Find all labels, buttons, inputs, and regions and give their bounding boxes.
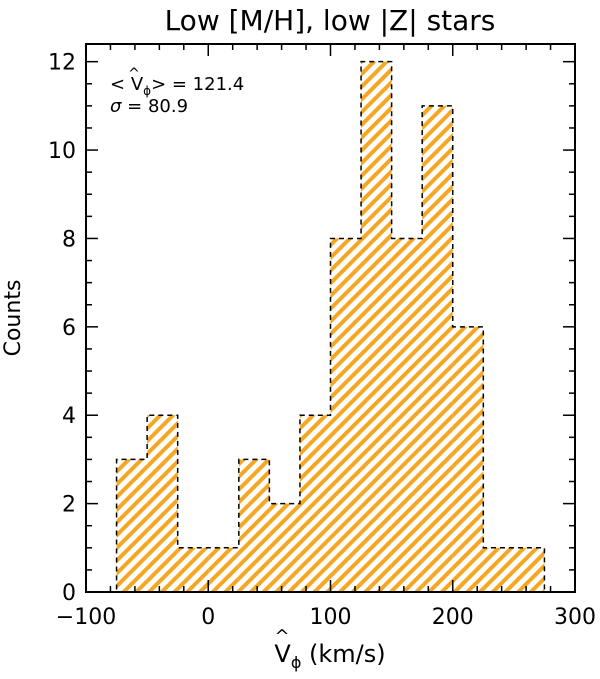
histogram-bar-8 xyxy=(361,61,392,592)
mean-close: > = 121.4 xyxy=(151,74,244,95)
histogram-bar-6 xyxy=(299,415,331,592)
y-tick-label: 10 xyxy=(48,139,76,164)
chart-title: Low [M/H], low |Z| stars xyxy=(165,4,496,37)
mean-annotation-hat: ^ xyxy=(128,66,140,82)
sigma-value: = 80.9 xyxy=(121,96,188,117)
x-tick-label: 0 xyxy=(201,605,215,630)
histogram-bar-0 xyxy=(116,459,148,592)
histogram-bar-4 xyxy=(238,459,270,592)
y-tick-label: 0 xyxy=(62,581,76,606)
histogram-bar-12 xyxy=(483,547,514,592)
mean-annotation: < Vϕ> = 121.4 xyxy=(110,74,244,98)
x-tick-label: 200 xyxy=(432,605,474,630)
histogram-bar-2 xyxy=(177,547,209,592)
x-axis-label: Vϕ (km/s) xyxy=(274,640,385,672)
mean-sub: ϕ xyxy=(143,84,151,98)
histogram-bar-3 xyxy=(208,547,239,592)
y-tick-label: 12 xyxy=(48,51,76,76)
mean-label: V xyxy=(131,74,144,95)
histogram-bars xyxy=(116,61,545,592)
x-axis-label-hat: ^ xyxy=(274,626,289,647)
x-tick-label: −100 xyxy=(56,605,116,630)
y-tick-label: 6 xyxy=(62,316,76,341)
sigma-label: σ xyxy=(110,96,122,117)
sigma-annotation: σ = 80.9 xyxy=(110,96,188,117)
histogram-outline xyxy=(92,60,569,593)
histogram-bar-7 xyxy=(330,238,362,592)
y-tick-label: 8 xyxy=(62,227,76,252)
x-axis-label-unit: (km/s) xyxy=(301,640,385,668)
x-axis-label-sub: ϕ xyxy=(291,653,302,672)
x-axis-label-main: V xyxy=(274,640,291,668)
y-tick-label: 4 xyxy=(62,404,76,429)
histogram-bar-10 xyxy=(422,105,453,592)
x-tick-label: 100 xyxy=(310,605,352,630)
x-axis-ticks: −100 0 100 200 300 xyxy=(56,44,596,630)
histogram-step-outline xyxy=(92,60,569,593)
y-tick-label: 2 xyxy=(62,493,76,518)
x-tick-label: 300 xyxy=(554,605,596,630)
histogram-bar-1 xyxy=(147,415,178,592)
histogram-bar-13 xyxy=(513,547,545,592)
y-axis-label: Counts xyxy=(1,280,26,357)
histogram-bar-9 xyxy=(391,238,423,592)
histogram-bar-11 xyxy=(452,326,484,592)
histogram-bar-5 xyxy=(269,503,300,592)
y-axis-ticks: 0 2 4 6 8 10 12 xyxy=(48,51,575,606)
mean-open: < xyxy=(110,74,131,95)
